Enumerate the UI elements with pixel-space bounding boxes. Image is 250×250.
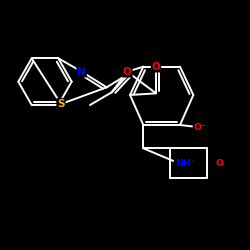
Text: NH⁺: NH⁺ — [174, 159, 196, 168]
Text: S: S — [57, 99, 65, 109]
Text: O: O — [152, 62, 160, 72]
Text: N: N — [77, 67, 86, 77]
Text: O⁻: O⁻ — [194, 123, 206, 132]
Text: O: O — [123, 67, 132, 77]
Text: O: O — [216, 159, 224, 168]
